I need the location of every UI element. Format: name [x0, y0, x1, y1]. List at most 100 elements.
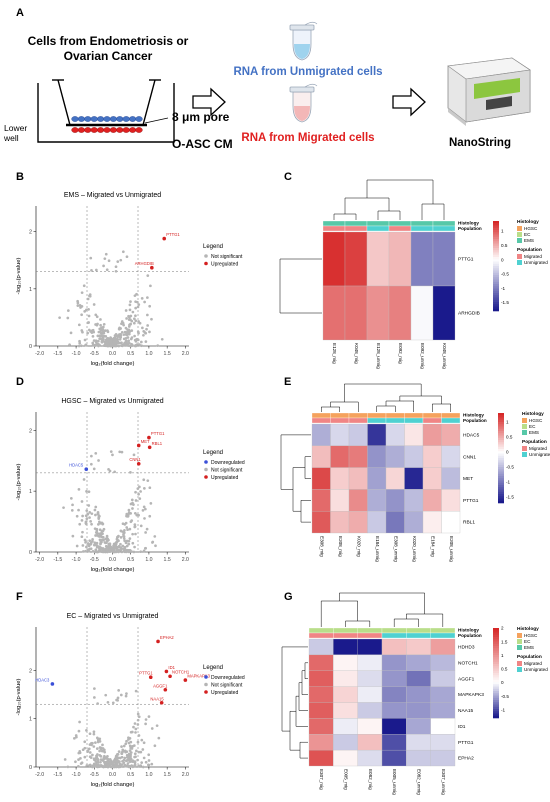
x-tick-label: 1.5 [164, 772, 171, 778]
point-label: CNN1 [129, 457, 141, 462]
color-scale-segment [493, 306, 499, 310]
histology-legend-item: HGSC [524, 226, 538, 231]
point-label: PTTG1 [151, 431, 165, 436]
point-not-significant [93, 687, 96, 690]
point-not-significant [105, 539, 109, 543]
x-axis-label: log₂(fold change) [91, 567, 135, 573]
point-not-significant [120, 344, 123, 347]
histology-bar-label: Histology [458, 628, 479, 633]
point-not-significant [85, 764, 89, 767]
point-not-significant [126, 528, 129, 532]
row-label: NOTCH1 [458, 660, 478, 666]
point-not-significant [137, 734, 141, 737]
column-dendrogram-branch [432, 403, 451, 412]
point-not-significant [114, 756, 118, 760]
color-scale-segment [493, 263, 499, 267]
point-not-significant [99, 337, 103, 341]
point-not-significant [144, 546, 148, 550]
row-label: AGGF1 [458, 676, 475, 682]
point-not-significant [131, 507, 134, 510]
column-dendrogram-branch [339, 592, 425, 614]
panel-g-letter: G [284, 591, 293, 603]
population-bar-cell [422, 417, 442, 424]
point-not-significant [80, 291, 84, 295]
point-not-significant [130, 329, 134, 333]
population-bar-label: Population [458, 633, 482, 638]
point-label: RBL1 [152, 441, 163, 446]
point-not-significant [94, 534, 97, 537]
heatmap-cell [348, 467, 368, 490]
point-not-significant [128, 308, 132, 312]
x-tick-label: 1.0 [145, 772, 152, 778]
point-not-significant [135, 338, 139, 342]
color-scale-segment [493, 684, 499, 687]
histology-legend-item: EC [524, 232, 531, 237]
heatmap-cell [322, 231, 346, 287]
heatmap-cell [308, 638, 334, 656]
point-not-significant [113, 334, 117, 337]
point-not-significant [79, 757, 82, 760]
population-bar-cell [381, 632, 407, 639]
color-scale-segment [498, 476, 504, 479]
color-scale-segment [493, 628, 499, 631]
population-bar-cell [322, 225, 346, 232]
color-scale-tick: 0.5 [501, 667, 508, 672]
histology-bar-cell [422, 412, 442, 419]
column-label: E184_unmig [375, 536, 380, 562]
point-not-significant [78, 522, 82, 526]
point-not-significant [115, 761, 119, 765]
migrated-cell [71, 127, 79, 133]
heatmap-cell [406, 734, 431, 751]
point-not-significant [82, 284, 86, 288]
unmigrated-cell [116, 116, 124, 122]
point-not-significant [133, 752, 137, 756]
color-scale-segment [498, 494, 504, 497]
point-not-significant [134, 306, 137, 310]
panel-c-letter: C [284, 171, 292, 183]
point-not-significant [133, 545, 136, 549]
heatmap-cell [430, 749, 456, 767]
point-not-significant [120, 550, 124, 554]
cells-label-line2: Ovarian Cancer [64, 49, 153, 63]
point-not-significant [78, 339, 81, 343]
point-not-significant [136, 712, 140, 716]
tube-migrated-icon [289, 83, 318, 123]
point-not-significant [137, 320, 140, 323]
color-scale-segment [498, 453, 504, 457]
heatmap-cell [430, 654, 456, 671]
histology-legend-swatch [522, 418, 527, 423]
x-tick-label: -0.5 [90, 557, 99, 563]
point-not-significant [76, 299, 79, 303]
point-not-significant [128, 744, 132, 748]
color-scale-tick: -0.5 [506, 465, 514, 470]
heatmap-cell [404, 445, 424, 468]
heatmap-cell [406, 670, 431, 687]
point-not-significant [105, 534, 109, 538]
color-scale-segment [493, 221, 499, 224]
row-label: EPHA2 [458, 756, 474, 762]
point-not-significant [89, 520, 92, 523]
heatmap-cell [348, 489, 368, 512]
color-scale-tick: -1 [501, 286, 506, 291]
y-tick-label: 2 [29, 428, 32, 434]
point-not-significant [98, 520, 101, 524]
row-label: MET [463, 476, 473, 482]
point-not-significant [147, 715, 151, 718]
color-scale-segment [493, 702, 499, 705]
color-scale-segment [493, 236, 499, 240]
color-scale-segment [498, 487, 504, 490]
color-scale-segment [498, 496, 504, 499]
point-not-significant [130, 319, 134, 323]
unmigrated-cell [96, 116, 105, 122]
point-not-significant [94, 757, 97, 761]
point-not-significant [135, 343, 139, 347]
y-tick-label: 0 [29, 344, 32, 350]
point-not-significant [79, 762, 83, 765]
column-dendrogram-branch [377, 210, 401, 220]
point-not-significant [103, 257, 107, 261]
point-not-significant [128, 765, 132, 768]
unmigrated-cell [129, 116, 137, 122]
point-not-significant [126, 344, 130, 347]
point-not-significant [90, 522, 93, 526]
point-not-significant [131, 310, 135, 314]
